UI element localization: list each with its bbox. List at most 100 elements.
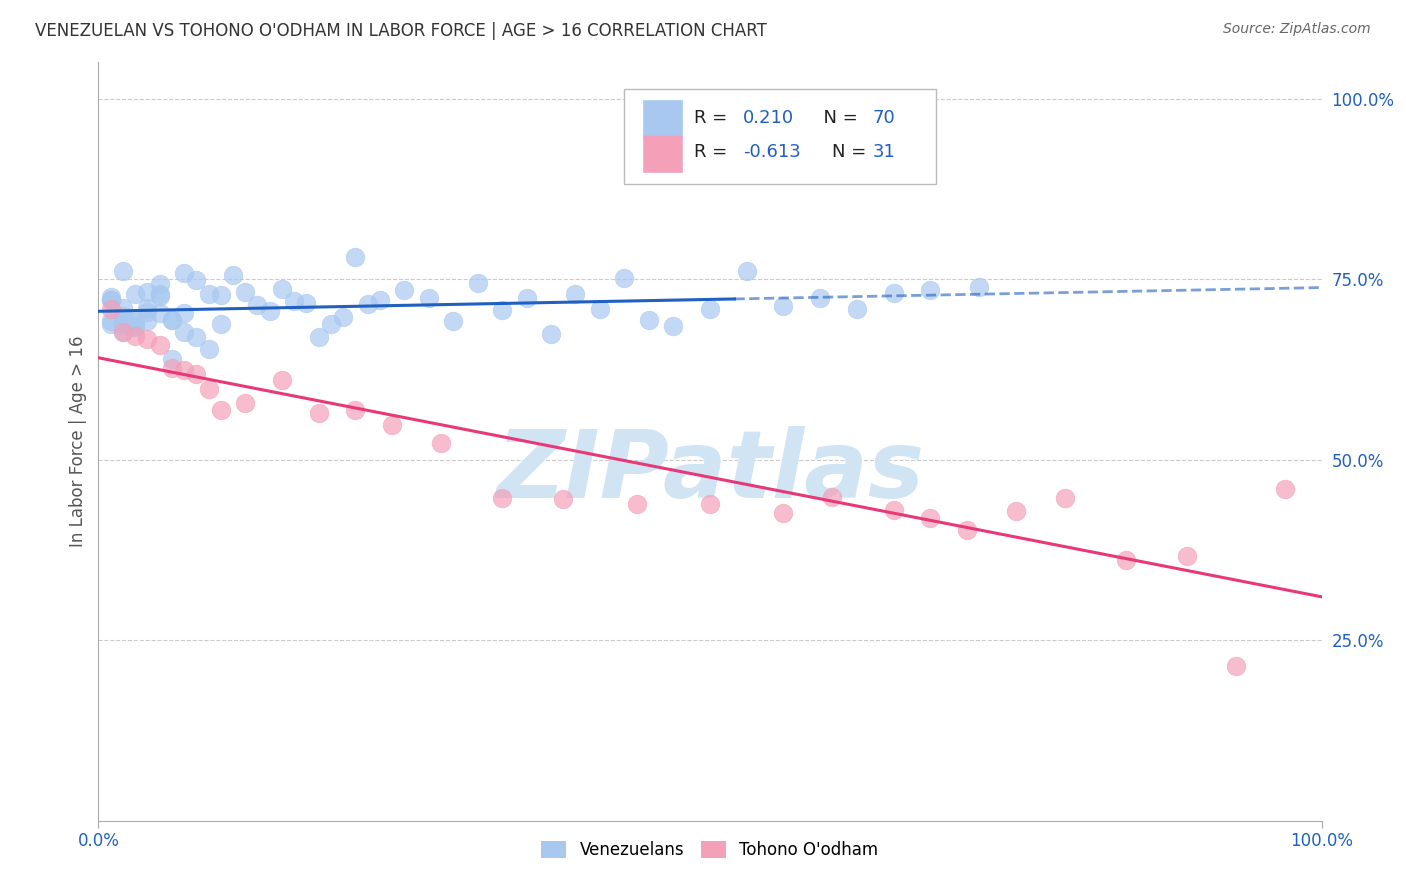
Point: [589, 302, 612, 317]
Point: [100, 293, 122, 308]
Point: [136, 332, 159, 346]
Point: [1004, 503, 1026, 517]
Point: [136, 285, 159, 299]
Point: [441, 314, 464, 328]
Point: [124, 315, 146, 329]
Point: [160, 360, 183, 375]
Point: [111, 301, 134, 315]
Point: [160, 313, 183, 327]
Point: [111, 310, 134, 324]
Point: [553, 491, 575, 506]
Point: [920, 283, 942, 297]
Point: [100, 302, 122, 317]
Point: [149, 277, 172, 292]
Point: [418, 291, 440, 305]
Point: [124, 287, 146, 301]
Point: [197, 286, 219, 301]
Point: [319, 317, 342, 331]
Point: [149, 306, 172, 320]
Point: [699, 302, 721, 317]
FancyBboxPatch shape: [643, 136, 682, 172]
Legend: Venezuelans, Tohono O'odham: Venezuelans, Tohono O'odham: [534, 834, 886, 865]
Point: [270, 282, 294, 296]
Point: [430, 436, 453, 450]
Point: [186, 329, 208, 343]
Point: [209, 288, 232, 302]
Point: [967, 280, 990, 294]
Point: [124, 329, 146, 343]
Point: [808, 291, 831, 305]
Point: [637, 313, 661, 327]
Point: [491, 491, 513, 506]
Point: [295, 296, 318, 310]
Point: [392, 283, 416, 297]
Point: [111, 325, 134, 339]
Point: [283, 293, 305, 308]
Point: [564, 287, 586, 301]
Point: [956, 524, 979, 538]
Point: [735, 264, 758, 278]
Point: [100, 293, 122, 308]
Point: [124, 318, 146, 333]
Point: [515, 291, 537, 305]
Point: [845, 301, 868, 316]
Point: [259, 304, 281, 318]
Point: [381, 418, 404, 433]
Text: ZIPatlas: ZIPatlas: [496, 425, 924, 518]
Text: 31: 31: [873, 143, 896, 161]
Point: [136, 313, 159, 327]
Point: [111, 316, 134, 330]
Point: [1053, 491, 1076, 505]
Point: [772, 299, 794, 313]
Point: [160, 352, 183, 367]
Point: [772, 506, 794, 520]
Point: [920, 511, 942, 525]
Point: [1115, 553, 1137, 567]
Point: [111, 317, 134, 331]
Text: N =: N =: [811, 109, 863, 127]
Point: [613, 271, 636, 285]
Point: [308, 406, 330, 420]
Text: Source: ZipAtlas.com: Source: ZipAtlas.com: [1223, 22, 1371, 37]
Point: [344, 250, 367, 264]
Point: [308, 330, 330, 344]
Point: [173, 306, 195, 320]
Text: 70: 70: [873, 109, 896, 127]
Point: [883, 285, 905, 300]
Point: [233, 285, 256, 300]
FancyBboxPatch shape: [643, 100, 682, 137]
Point: [197, 343, 219, 357]
Point: [491, 302, 513, 317]
Point: [1274, 482, 1296, 496]
Point: [662, 318, 685, 333]
Point: [111, 264, 134, 278]
Point: [149, 289, 172, 303]
Point: [540, 326, 562, 341]
Point: [883, 503, 905, 517]
Point: [173, 266, 195, 280]
FancyBboxPatch shape: [624, 89, 936, 184]
Point: [100, 289, 122, 303]
Point: [467, 276, 489, 290]
Point: [149, 287, 172, 301]
Point: [197, 382, 219, 396]
Text: 0.210: 0.210: [742, 109, 794, 127]
Point: [699, 497, 721, 511]
Point: [626, 497, 648, 511]
Y-axis label: In Labor Force | Age > 16: In Labor Force | Age > 16: [69, 335, 87, 548]
Text: R =: R =: [695, 109, 733, 127]
Point: [186, 367, 208, 381]
Point: [100, 318, 122, 332]
Point: [222, 268, 245, 282]
Point: [173, 325, 195, 339]
Point: [233, 396, 256, 410]
Point: [246, 298, 269, 312]
Point: [186, 272, 208, 286]
Point: [136, 304, 159, 318]
Text: -0.613: -0.613: [742, 143, 801, 161]
Point: [270, 373, 294, 387]
Point: [344, 402, 367, 417]
Point: [173, 363, 195, 377]
Point: [209, 403, 232, 417]
Point: [136, 301, 159, 315]
